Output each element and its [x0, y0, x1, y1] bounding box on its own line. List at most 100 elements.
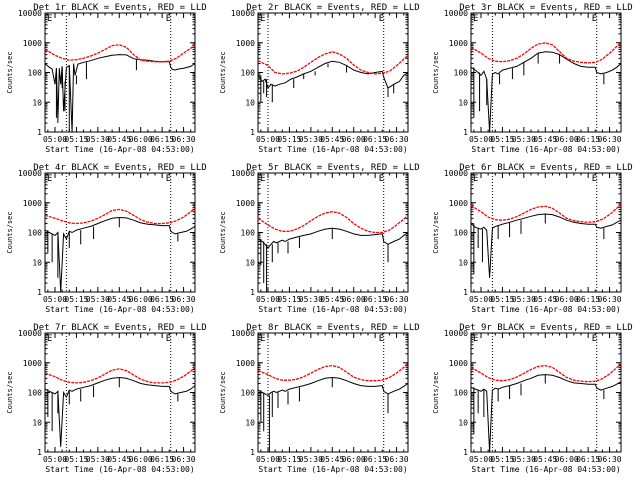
x-tick-label: 05:00: [469, 455, 493, 464]
y-tick-label: 100: [28, 69, 43, 78]
x-tick-label: 06:30: [385, 295, 409, 304]
x-tick-label: 05:15: [64, 455, 88, 464]
x-tick-label: 05:00: [256, 455, 280, 464]
x-tick-label: 06:00: [342, 135, 366, 144]
chart-title: Det 7r BLACK = Events, RED = LLD: [33, 323, 206, 333]
chart-title: Det 9r BLACK = Events, RED = LLD: [459, 323, 632, 333]
corner-mark: E: [473, 334, 478, 344]
y-axis-label: Counts/sec: [6, 211, 14, 253]
y-tick-label: 1000: [23, 359, 42, 368]
y-axis-label: Counts/sec: [219, 211, 227, 253]
x-tick-label: 05:15: [277, 295, 301, 304]
y-axis-label: Counts/sec: [219, 51, 227, 93]
corner-mark: E: [166, 174, 171, 184]
x-tick-label: 06:00: [555, 295, 579, 304]
plot-frame: [257, 12, 409, 133]
y-tick-label: 100: [241, 389, 256, 398]
y-tick-label: 100: [28, 389, 43, 398]
events-series-line: [470, 374, 622, 453]
x-tick-label: 05:30: [86, 455, 110, 464]
x-tick-label: 06:30: [598, 135, 622, 144]
y-axis-label: Counts/sec: [219, 371, 227, 413]
chart-panel: Det 9r BLACK = Events, RED = LLD 1 10 100 10…: [432, 323, 633, 474]
events-series-line: [257, 376, 409, 397]
y-tick-label: 1: [250, 448, 255, 457]
y-tick-label: 10000: [231, 9, 255, 18]
y-tick-label: 10: [458, 418, 468, 427]
y-tick-label: 10000: [18, 9, 42, 18]
lld-series-line: [44, 207, 196, 225]
x-tick-label: 05:45: [107, 135, 131, 144]
y-tick-label: 10: [458, 258, 468, 267]
y-tick-label: 10000: [444, 329, 468, 338]
x-axis-label: Start Time (16-Apr-08 04:53:00): [471, 465, 620, 474]
x-tick-label: 05:15: [64, 135, 88, 144]
corner-mark: E: [592, 14, 597, 24]
corner-mark: E: [260, 334, 265, 344]
lld-series-line: [44, 366, 196, 384]
corner-mark: E: [47, 174, 52, 184]
corner-mark: E: [473, 14, 478, 24]
y-tick-label: 10: [32, 418, 42, 427]
y-tick-label: 10000: [18, 169, 42, 178]
y-tick-label: 10000: [444, 9, 468, 18]
y-axis-label: Counts/sec: [6, 51, 14, 93]
plot-frame: [257, 172, 409, 293]
x-tick-label: 05:30: [86, 295, 110, 304]
chart-panel: Det 4r BLACK = Events, RED = LLD 1 10 100 10…: [6, 163, 207, 314]
y-tick-label: 1000: [449, 199, 468, 208]
x-tick-label: 05:45: [320, 295, 344, 304]
plot-frame: [44, 12, 196, 133]
y-tick-label: 1000: [236, 359, 255, 368]
corner-mark: E: [379, 174, 384, 184]
y-tick-label: 1000: [23, 39, 42, 48]
y-tick-label: 1: [37, 128, 42, 137]
corner-mark: E: [473, 174, 478, 184]
x-tick-label: 05:00: [469, 295, 493, 304]
x-axis-label: Start Time (16-Apr-08 04:53:00): [258, 305, 407, 314]
events-series-line: [470, 213, 622, 278]
x-tick-label: 05:30: [299, 135, 323, 144]
x-tick-label: 06:15: [363, 455, 387, 464]
y-tick-label: 1: [463, 128, 468, 137]
x-tick-label: 05:30: [299, 455, 323, 464]
x-axis-label: Start Time (16-Apr-08 04:53:00): [45, 305, 194, 314]
x-tick-label: 06:00: [342, 295, 366, 304]
y-axis-label: Counts/sec: [432, 371, 440, 413]
lld-series-line: [470, 42, 622, 64]
x-axis-label: Start Time (16-Apr-08 04:53:00): [471, 145, 620, 154]
x-tick-label: 06:30: [598, 295, 622, 304]
y-tick-label: 100: [454, 69, 469, 78]
x-tick-label: 06:00: [555, 135, 579, 144]
chart-title: Det 8r BLACK = Events, RED = LLD: [246, 323, 419, 333]
corner-mark: E: [166, 14, 171, 24]
x-axis-label: Start Time (16-Apr-08 04:53:00): [258, 465, 407, 474]
chart-title: Det 4r BLACK = Events, RED = LLD: [33, 163, 206, 173]
y-tick-label: 1: [250, 128, 255, 137]
y-tick-label: 10: [245, 98, 255, 107]
x-axis-label: Start Time (16-Apr-08 04:53:00): [258, 145, 407, 154]
y-tick-label: 100: [454, 229, 469, 238]
x-tick-label: 05:00: [469, 135, 493, 144]
x-tick-label: 05:30: [512, 135, 536, 144]
corner-mark: E: [260, 174, 265, 184]
x-tick-label: 06:00: [129, 295, 153, 304]
x-tick-label: 06:15: [576, 135, 600, 144]
events-series-line: [44, 376, 196, 447]
y-tick-label: 100: [241, 229, 256, 238]
y-tick-label: 10: [458, 98, 468, 107]
x-tick-label: 06:15: [576, 455, 600, 464]
x-tick-label: 06:15: [150, 295, 174, 304]
x-tick-label: 05:15: [490, 455, 514, 464]
x-tick-label: 06:30: [598, 455, 622, 464]
x-tick-label: 06:30: [172, 135, 196, 144]
x-tick-label: 05:00: [256, 295, 280, 304]
y-tick-label: 10: [32, 258, 42, 267]
chart-panel: Det 1r BLACK = Events, RED = LLD 1 10 100 10…: [6, 3, 207, 154]
y-tick-label: 10: [245, 418, 255, 427]
x-tick-label: 06:30: [172, 455, 196, 464]
x-tick-label: 05:45: [533, 135, 557, 144]
y-tick-label: 1: [463, 288, 468, 297]
x-tick-label: 06:15: [576, 295, 600, 304]
chart-title: Det 2r BLACK = Events, RED = LLD: [246, 3, 419, 13]
